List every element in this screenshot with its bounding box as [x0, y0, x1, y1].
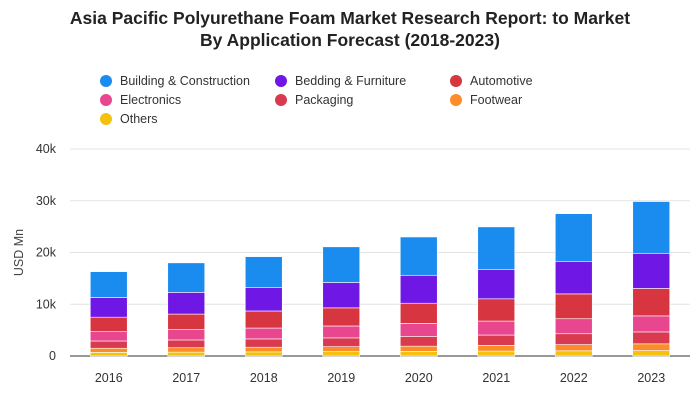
legend-item[interactable]: Others [100, 112, 158, 126]
legend-label: Packaging [295, 93, 354, 107]
legend-item[interactable]: Electronics [100, 93, 181, 107]
x-tick-label: 2022 [560, 371, 588, 385]
bar-segment [167, 262, 206, 293]
bar-segment [554, 318, 593, 335]
legend-swatch [100, 94, 112, 106]
legend-item[interactable]: Footwear [450, 93, 522, 107]
bar-segment [167, 329, 206, 341]
bar-segment [167, 351, 206, 357]
bar-segment [244, 327, 283, 340]
bar-segment [632, 343, 671, 351]
chart-title-line-2: By Application Forecast (2018-2023) [200, 30, 500, 50]
chart-legend: Building & Construction Bedding & Furnitu… [100, 74, 700, 134]
x-tick-label: 2021 [482, 371, 510, 385]
bar-segment [322, 307, 361, 327]
bar-segment [322, 337, 361, 347]
x-tick-label: 2016 [95, 371, 123, 385]
chart-title-line-1: Asia Pacific Polyurethane Foam Market Re… [69, 8, 631, 28]
legend-label: Electronics [120, 93, 182, 107]
bar-segment [399, 302, 438, 324]
bar-segment [322, 282, 361, 309]
bar-segment [167, 313, 206, 330]
chart-title: Asia Pacific Polyurethane Foam Market Re… [0, 7, 700, 51]
bar-segment [477, 334, 516, 346]
bar-segment [399, 336, 438, 347]
bar-segment [632, 350, 671, 357]
legend-label: Building & Construction [120, 74, 250, 88]
bar-segment [399, 351, 438, 357]
legend-item[interactable]: Automotive [450, 74, 533, 88]
x-tick-label: 2023 [637, 371, 665, 385]
bar-segment [399, 236, 438, 276]
bar-segment [89, 271, 128, 298]
legend-swatch [450, 94, 462, 106]
bar-segment [244, 256, 283, 288]
bar-segment [632, 201, 671, 254]
legend-label: Bedding & Furniture [295, 74, 407, 88]
legend-item[interactable]: Bedding & Furniture [275, 74, 406, 88]
bar-segment [244, 338, 283, 348]
bar-segment [89, 340, 128, 349]
bar-segment [167, 347, 206, 353]
bar-segment [89, 352, 128, 357]
legend-item[interactable]: Building & Construction [100, 74, 250, 88]
x-tick-label: 2019 [327, 371, 355, 385]
bar-segment [89, 331, 128, 342]
y-tick-label: 40k [36, 142, 57, 156]
legend-item[interactable]: Packaging [275, 93, 353, 107]
bar-segment [632, 331, 671, 345]
bar-segment [399, 345, 438, 352]
legend-swatch [100, 113, 112, 125]
bar-segment [167, 292, 206, 315]
bar-segment [477, 269, 516, 300]
bar-segment [89, 347, 128, 353]
bar-segment [89, 316, 128, 332]
bar-segment [477, 350, 516, 357]
bar-segment [89, 297, 128, 318]
bar-segment [554, 213, 593, 262]
bar-segment [322, 346, 361, 352]
bar-segment [632, 252, 671, 289]
bar-segment [322, 351, 361, 357]
bar-segment [244, 287, 283, 312]
bar-segment [399, 323, 438, 337]
y-tick-label: 10k [36, 297, 57, 311]
legend-label: Footwear [470, 93, 523, 107]
bar-segment [554, 350, 593, 357]
bar-segment [244, 346, 283, 353]
legend-label: Automotive [470, 74, 533, 88]
y-axis-label: USD Mn [12, 229, 26, 276]
bar-segment [244, 351, 283, 357]
legend-swatch [450, 75, 462, 87]
bar-segment [554, 293, 593, 320]
bar-segment [244, 310, 283, 329]
bar-segment [632, 288, 671, 317]
bar-segment [477, 320, 516, 336]
y-tick-label: 30k [36, 194, 57, 208]
y-tick-label: 20k [36, 246, 57, 260]
y-tick-label: 0 [49, 349, 56, 363]
x-tick-label: 2018 [250, 371, 278, 385]
bar-segment [554, 344, 593, 352]
legend-swatch [275, 94, 287, 106]
x-tick-label: 2020 [405, 371, 433, 385]
legend-swatch [100, 75, 112, 87]
bar-segment [322, 325, 361, 339]
legend-label: Others [120, 112, 158, 126]
bar-segment [477, 226, 516, 270]
bar-segment [399, 274, 438, 304]
bar-segment [477, 298, 516, 322]
bar-segment [554, 260, 593, 295]
bar-segment [477, 345, 516, 352]
bar-segment [322, 246, 361, 283]
legend-swatch [275, 75, 287, 87]
bar-segment [632, 315, 671, 333]
x-tick-label: 2017 [172, 371, 200, 385]
bar-segment [167, 339, 206, 349]
bar-segment [554, 333, 593, 345]
